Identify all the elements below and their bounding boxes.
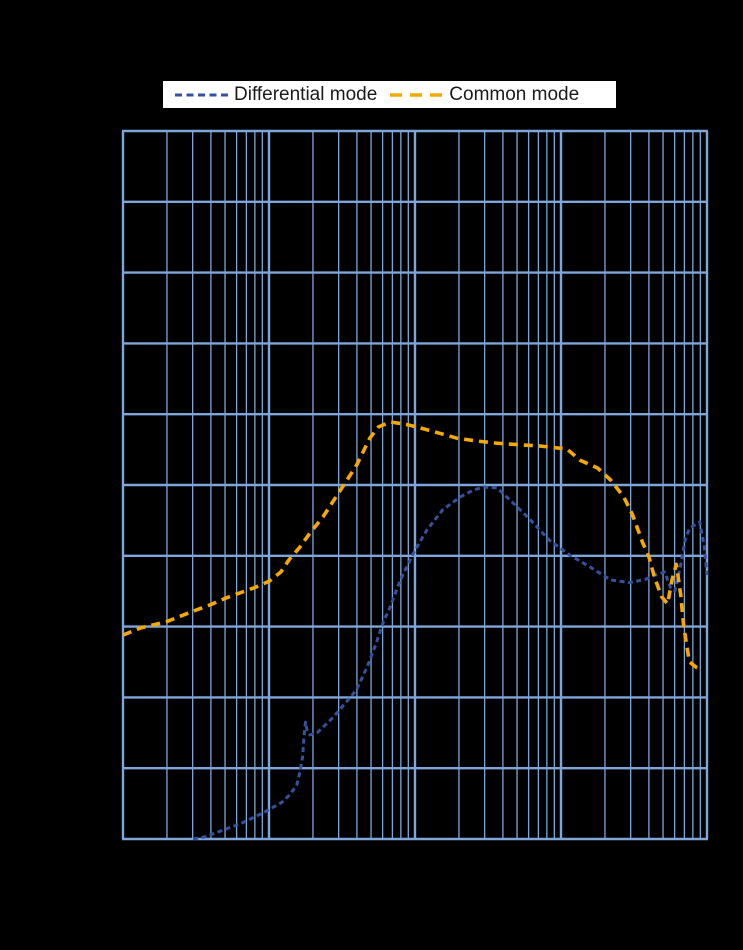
series-differential-mode [192,485,709,841]
series-common-mode [122,420,704,672]
legend-label-differential-mode: Differential mode [234,84,378,105]
legend-label-common-mode: Common mode [449,84,580,105]
legend: Differential mode Common mode [163,81,616,108]
legend-item-differential-mode: Differential mode [175,85,377,104]
common-mode-dash-icon [390,92,445,97]
differential-mode-dash-icon [175,93,229,96]
legend-item-common-mode: Common mode [390,85,579,104]
